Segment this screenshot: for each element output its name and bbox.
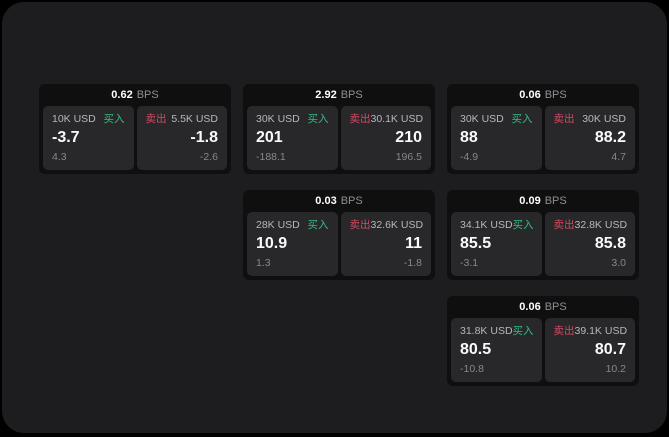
buy-price: 88 bbox=[460, 129, 478, 146]
spread-value: 2.92 bbox=[315, 89, 337, 101]
buy-side-label: 买入 bbox=[103, 113, 125, 125]
buy-panel[interactable]: 34.1K USD 买入 85.5 -3.1 bbox=[451, 212, 542, 276]
sell-price: 85.8 bbox=[594, 235, 626, 252]
sell-amount-label: 39.1K USD bbox=[574, 325, 628, 337]
buy-side-label: 买入 bbox=[512, 325, 534, 337]
buy-change: -10.8 bbox=[460, 363, 484, 375]
quote-board: 0.62 BPS 10K USD 买入 -3.7 4.3 卖出 bbox=[39, 84, 639, 386]
sell-side-label: 卖出 bbox=[349, 219, 371, 231]
sell-amount-label: 32.8K USD bbox=[574, 219, 628, 231]
buy-panel[interactable]: 10K USD 买入 -3.7 4.3 bbox=[43, 106, 134, 170]
buy-change: -4.9 bbox=[460, 151, 479, 163]
sell-change: 3.0 bbox=[611, 257, 626, 269]
buy-change: 1.3 bbox=[256, 257, 271, 269]
sell-panel[interactable]: 卖出 39.1K USD 80.7 10.2 bbox=[544, 318, 635, 382]
sell-change: -2.6 bbox=[199, 151, 218, 163]
spread-unit: BPS bbox=[544, 301, 567, 313]
buy-panel[interactable]: 30K USD 买入 201 -188.1 bbox=[247, 106, 338, 170]
sell-panel[interactable]: 卖出 32.6K USD 11 -1.8 bbox=[340, 212, 431, 276]
quote-card: 2.92 BPS 30K USD 买入 201 -188.1 卖出 bbox=[243, 84, 435, 174]
sell-price: 210 bbox=[395, 129, 422, 146]
buy-side-label: 买入 bbox=[307, 219, 329, 231]
sell-price: 80.7 bbox=[594, 341, 626, 358]
buy-price: 80.5 bbox=[460, 341, 492, 358]
buy-change: -3.1 bbox=[460, 257, 479, 269]
sell-panel[interactable]: 卖出 5.5K USD -1.8 -2.6 bbox=[136, 106, 227, 170]
sell-change: 10.2 bbox=[605, 363, 626, 375]
sell-price: 88.2 bbox=[594, 129, 626, 146]
sell-side-label: 卖出 bbox=[349, 113, 371, 125]
quote-card: 0.06 BPS 30K USD 买入 88 -4.9 卖出 bbox=[447, 84, 639, 174]
spread-header: 0.06 BPS bbox=[451, 296, 635, 318]
buy-amount-label: 28K USD bbox=[256, 219, 300, 231]
spread-unit: BPS bbox=[340, 89, 363, 101]
spread-unit: BPS bbox=[340, 195, 363, 207]
spread-header: 0.62 BPS bbox=[43, 84, 227, 106]
buy-change: -188.1 bbox=[256, 151, 286, 163]
quote-card: 0.06 BPS 31.8K USD 买入 80.5 -10.8 卖 bbox=[447, 296, 639, 386]
spread-header: 0.09 BPS bbox=[451, 190, 635, 212]
sell-price: 11 bbox=[405, 235, 422, 252]
buy-amount-label: 31.8K USD bbox=[460, 325, 513, 337]
buy-amount-label: 30K USD bbox=[460, 113, 504, 125]
buy-price: 201 bbox=[256, 129, 283, 146]
quote-card: 0.09 BPS 34.1K USD 买入 85.5 -3.1 卖出 bbox=[447, 190, 639, 280]
sell-panel[interactable]: 卖出 32.8K USD 85.8 3.0 bbox=[544, 212, 635, 276]
spread-unit: BPS bbox=[136, 89, 159, 101]
buy-panel[interactable]: 30K USD 买入 88 -4.9 bbox=[451, 106, 542, 170]
sell-side-label: 卖出 bbox=[553, 325, 575, 337]
sell-price: -1.8 bbox=[190, 129, 218, 146]
buy-price: 10.9 bbox=[256, 235, 288, 252]
sell-amount-label: 30K USD bbox=[582, 113, 626, 125]
quote-card: 0.03 BPS 28K USD 买入 10.9 1.3 卖出 bbox=[243, 190, 435, 280]
buy-panel[interactable]: 28K USD 买入 10.9 1.3 bbox=[247, 212, 338, 276]
quote-card: 0.62 BPS 10K USD 买入 -3.7 4.3 卖出 bbox=[39, 84, 231, 174]
spread-value: 0.06 bbox=[519, 89, 541, 101]
sell-side-label: 卖出 bbox=[145, 113, 167, 125]
buy-panel[interactable]: 31.8K USD 买入 80.5 -10.8 bbox=[451, 318, 542, 382]
spread-value: 0.09 bbox=[519, 195, 541, 207]
spread-value: 0.62 bbox=[111, 89, 133, 101]
buy-amount-label: 10K USD bbox=[52, 113, 96, 125]
buy-side-label: 买入 bbox=[512, 219, 534, 231]
sell-panel[interactable]: 卖出 30K USD 88.2 4.7 bbox=[544, 106, 635, 170]
spread-value: 0.06 bbox=[519, 301, 541, 313]
buy-price: 85.5 bbox=[460, 235, 492, 252]
buy-side-label: 买入 bbox=[307, 113, 329, 125]
sell-side-label: 卖出 bbox=[553, 113, 575, 125]
spread-header: 0.03 BPS bbox=[247, 190, 431, 212]
buy-change: 4.3 bbox=[52, 151, 67, 163]
buy-amount-label: 30K USD bbox=[256, 113, 300, 125]
spread-unit: BPS bbox=[544, 195, 567, 207]
spread-value: 0.03 bbox=[315, 195, 337, 207]
sell-amount-label: 5.5K USD bbox=[171, 113, 218, 125]
sell-side-label: 卖出 bbox=[553, 219, 575, 231]
sell-amount-label: 30.1K USD bbox=[370, 113, 424, 125]
sell-change: -1.8 bbox=[403, 257, 422, 269]
spread-header: 0.06 BPS bbox=[451, 84, 635, 106]
spread-header: 2.92 BPS bbox=[247, 84, 431, 106]
buy-amount-label: 34.1K USD bbox=[460, 219, 513, 231]
sell-change: 196.5 bbox=[395, 151, 422, 163]
sell-change: 4.7 bbox=[611, 151, 626, 163]
spread-unit: BPS bbox=[544, 89, 567, 101]
sell-amount-label: 32.6K USD bbox=[370, 219, 424, 231]
sell-panel[interactable]: 卖出 30.1K USD 210 196.5 bbox=[340, 106, 431, 170]
buy-price: -3.7 bbox=[52, 129, 80, 146]
buy-side-label: 买入 bbox=[511, 113, 533, 125]
